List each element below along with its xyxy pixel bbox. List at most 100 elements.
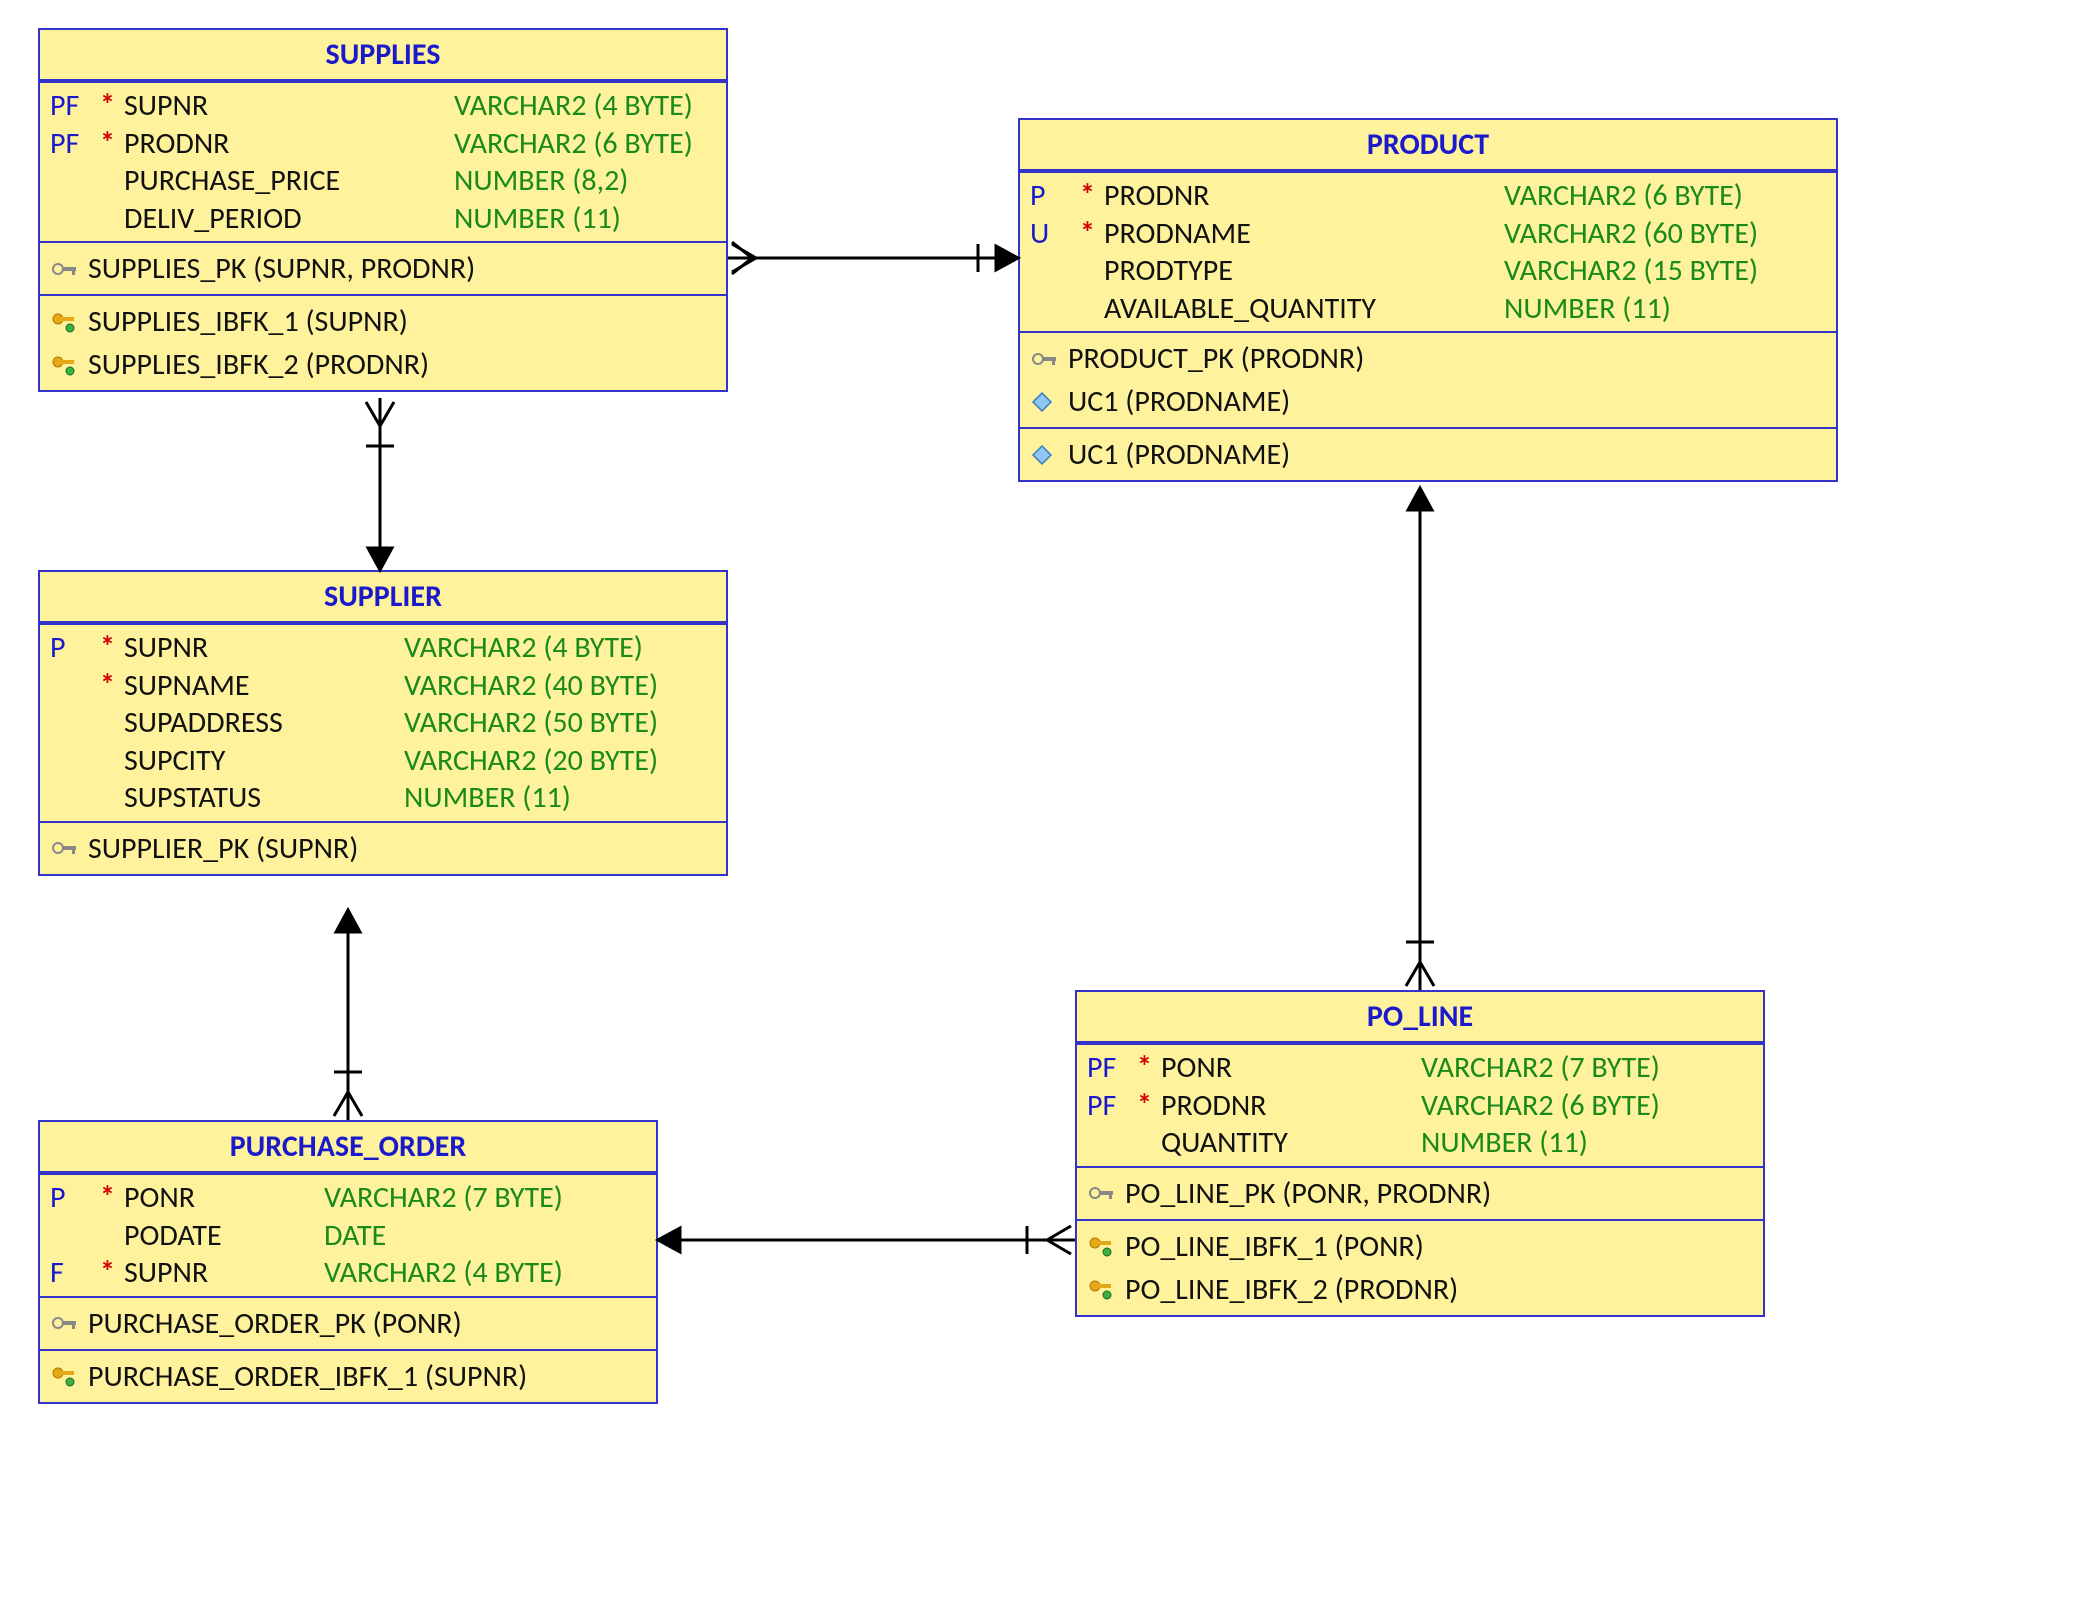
fk-key-icon <box>50 1364 80 1388</box>
pk-section: SUPPLIES_PK (SUPNR, PRODNR) <box>40 241 726 294</box>
constraint-text: PURCHASE_ORDER_PK (PONR) <box>88 1304 462 1343</box>
entity-title: PO_LINE <box>1077 992 1763 1043</box>
fk-section: UC1 (PRODNAME) <box>1020 427 1836 480</box>
column-row: QUANTITYNUMBER (11) <box>1077 1124 1763 1162</box>
constraint-row: SUPPLIES_PK (SUPNR, PRODNR) <box>40 247 726 290</box>
column-name: PRODNR <box>124 125 454 163</box>
column-name: SUPNAME <box>124 667 404 705</box>
unique-diamond-icon <box>1030 443 1054 467</box>
fk-key-icon <box>1087 1234 1117 1258</box>
column-type: VARCHAR2 (15 BYTE) <box>1504 252 1826 290</box>
column-row: *SUPNAMEVARCHAR2 (40 BYTE) <box>40 667 726 705</box>
key-indicator: F <box>50 1254 100 1292</box>
required-star: * <box>1137 1087 1161 1125</box>
required-star: * <box>1080 215 1104 253</box>
column-row: PF*PONRVARCHAR2 (7 BYTE) <box>1077 1049 1763 1087</box>
entity-product: PRODUCTP*PRODNRVARCHAR2 (6 BYTE)U*PRODNA… <box>1018 118 1838 482</box>
column-name: SUPADDRESS <box>124 704 404 742</box>
entity-supplier: SUPPLIERP*SUPNRVARCHAR2 (4 BYTE)*SUPNAME… <box>38 570 728 876</box>
key-indicator: P <box>1030 177 1080 215</box>
column-type: VARCHAR2 (4 BYTE) <box>404 629 716 667</box>
column-row: PURCHASE_PRICENUMBER (8,2) <box>40 162 726 200</box>
fk-key-icon <box>50 353 80 377</box>
fk-section: PURCHASE_ORDER_IBFK_1 (SUPNR) <box>40 1349 656 1402</box>
column-row: P*SUPNRVARCHAR2 (4 BYTE) <box>40 629 726 667</box>
column-name: PURCHASE_PRICE <box>124 162 454 200</box>
required-star: * <box>1080 177 1104 215</box>
column-type: VARCHAR2 (40 BYTE) <box>404 667 716 705</box>
required-star: * <box>100 667 124 705</box>
constraint-row: SUPPLIES_IBFK_2 (PRODNR) <box>40 343 726 386</box>
column-type: VARCHAR2 (20 BYTE) <box>404 742 716 780</box>
column-row: PF*PRODNRVARCHAR2 (6 BYTE) <box>40 125 726 163</box>
key-indicator: PF <box>50 87 100 125</box>
column-name: QUANTITY <box>1161 1124 1421 1162</box>
column-name: SUPSTATUS <box>124 779 404 817</box>
pk-key-icon <box>50 259 80 279</box>
constraint-row: UC1 (PRODNAME) <box>1020 433 1836 476</box>
pk-key-icon <box>50 838 80 858</box>
column-name: AVAILABLE_QUANTITY <box>1104 290 1504 328</box>
constraint-text: PRODUCT_PK (PRODNR) <box>1068 339 1364 378</box>
constraint-text: SUPPLIES_PK (SUPNR, PRODNR) <box>88 249 475 288</box>
columns-section: PF*SUPNRVARCHAR2 (4 BYTE)PF*PRODNRVARCHA… <box>40 81 726 241</box>
constraint-text: SUPPLIES_IBFK_2 (PRODNR) <box>88 345 429 384</box>
constraint-text: PO_LINE_IBFK_2 (PRODNR) <box>1125 1270 1458 1309</box>
column-name: SUPNR <box>124 629 404 667</box>
entity-title: SUPPLIES <box>40 30 726 81</box>
constraint-row: PO_LINE_IBFK_1 (PONR) <box>1077 1225 1763 1268</box>
erd-canvas: SUPPLIESPF*SUPNRVARCHAR2 (4 BYTE)PF*PROD… <box>0 0 2100 1624</box>
column-type: DATE <box>324 1217 646 1255</box>
entity-title: PURCHASE_ORDER <box>40 1122 656 1173</box>
column-type: VARCHAR2 (4 BYTE) <box>454 87 716 125</box>
pk-key-icon <box>50 1313 80 1333</box>
column-row: P*PONRVARCHAR2 (7 BYTE) <box>40 1179 656 1217</box>
column-name: PRODTYPE <box>1104 252 1504 290</box>
columns-section: P*PRODNRVARCHAR2 (6 BYTE)U*PRODNAMEVARCH… <box>1020 171 1836 331</box>
pk-section: PURCHASE_ORDER_PK (PONR) <box>40 1296 656 1349</box>
entity-purchase_order: PURCHASE_ORDER P*PONRVARCHAR2 (7 BYTE)POD… <box>38 1120 658 1404</box>
column-type: NUMBER (11) <box>1504 290 1826 328</box>
columns-section: P*SUPNRVARCHAR2 (4 BYTE)*SUPNAMEVARCHAR2… <box>40 623 726 821</box>
column-type: VARCHAR2 (6 BYTE) <box>1421 1087 1753 1125</box>
column-name: PRODNAME <box>1104 215 1504 253</box>
constraint-text: SUPPLIES_IBFK_1 (SUPNR) <box>88 302 408 341</box>
entity-title: PRODUCT <box>1020 120 1836 171</box>
column-type: NUMBER (8,2) <box>454 162 716 200</box>
constraint-text: SUPPLIER_PK (SUPNR) <box>88 829 358 868</box>
required-star: * <box>100 87 124 125</box>
column-name: SUPCITY <box>124 742 404 780</box>
key-indicator: PF <box>1087 1087 1137 1125</box>
column-type: NUMBER (11) <box>1421 1124 1753 1162</box>
column-type: NUMBER (11) <box>404 779 716 817</box>
required-star: * <box>100 1254 124 1292</box>
fk-key-icon <box>50 310 80 334</box>
fk-key-icon <box>1087 1277 1117 1301</box>
constraint-row: SUPPLIES_IBFK_1 (SUPNR) <box>40 300 726 343</box>
constraint-row: PURCHASE_ORDER_PK (PONR) <box>40 1302 656 1345</box>
column-type: VARCHAR2 (7 BYTE) <box>1421 1049 1753 1087</box>
pk-key-icon <box>1030 349 1060 369</box>
column-row: PODATEDATE <box>40 1217 656 1255</box>
entity-po_line: PO_LINEPF*PONRVARCHAR2 (7 BYTE)PF*PRODNR… <box>1075 990 1765 1317</box>
entity-supplies: SUPPLIESPF*SUPNRVARCHAR2 (4 BYTE)PF*PROD… <box>38 28 728 392</box>
column-row: U*PRODNAMEVARCHAR2 (60 BYTE) <box>1020 215 1836 253</box>
column-name: SUPNR <box>124 1254 324 1292</box>
key-indicator: P <box>50 1179 100 1217</box>
required-star: * <box>100 629 124 667</box>
column-row: PF*PRODNRVARCHAR2 (6 BYTE) <box>1077 1087 1763 1125</box>
required-star: * <box>100 1179 124 1217</box>
column-type: VARCHAR2 (6 BYTE) <box>1504 177 1826 215</box>
column-name: PODATE <box>124 1217 324 1255</box>
column-type: VARCHAR2 (50 BYTE) <box>404 704 716 742</box>
column-type: VARCHAR2 (4 BYTE) <box>324 1254 646 1292</box>
columns-section: PF*PONRVARCHAR2 (7 BYTE)PF*PRODNRVARCHAR… <box>1077 1043 1763 1166</box>
unique-diamond-icon <box>1030 390 1054 414</box>
column-name: PRODNR <box>1104 177 1504 215</box>
column-name: PRODNR <box>1161 1087 1421 1125</box>
column-row: PF*SUPNRVARCHAR2 (4 BYTE) <box>40 87 726 125</box>
column-row: P*PRODNRVARCHAR2 (6 BYTE) <box>1020 177 1836 215</box>
column-row: AVAILABLE_QUANTITYNUMBER (11) <box>1020 290 1836 328</box>
fk-section: SUPPLIES_IBFK_1 (SUPNR) SUPPLIES_IBFK_2 (… <box>40 294 726 390</box>
column-type: VARCHAR2 (7 BYTE) <box>324 1179 646 1217</box>
